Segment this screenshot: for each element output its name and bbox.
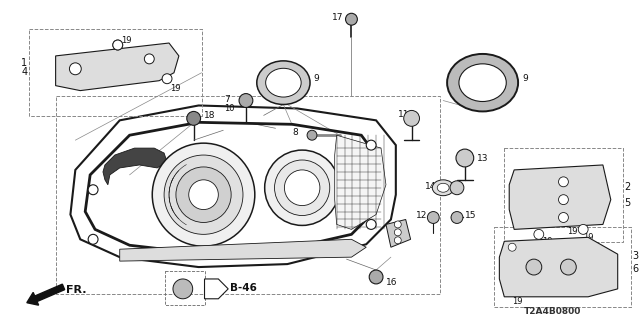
Circle shape	[394, 229, 401, 236]
Polygon shape	[509, 165, 611, 229]
Circle shape	[307, 130, 317, 140]
Text: 4: 4	[21, 67, 28, 77]
Polygon shape	[120, 239, 366, 261]
Text: 19: 19	[568, 228, 578, 236]
Text: 6: 6	[632, 264, 639, 274]
Text: 18: 18	[204, 111, 215, 120]
Circle shape	[456, 149, 474, 167]
Text: 2: 2	[625, 182, 631, 192]
Text: 19: 19	[170, 84, 180, 93]
Text: 8: 8	[292, 128, 298, 137]
Bar	[56, 96, 440, 294]
Circle shape	[275, 160, 330, 215]
Polygon shape	[103, 148, 167, 185]
Text: 7: 7	[224, 95, 230, 104]
Ellipse shape	[437, 183, 449, 192]
Circle shape	[394, 237, 401, 244]
Circle shape	[404, 110, 419, 126]
Text: 11: 11	[398, 110, 410, 119]
Circle shape	[508, 243, 516, 251]
Circle shape	[561, 259, 576, 275]
Text: 19: 19	[542, 237, 552, 246]
Text: 19: 19	[121, 36, 131, 45]
Polygon shape	[499, 237, 618, 297]
Circle shape	[451, 212, 463, 223]
Text: 13: 13	[477, 154, 488, 163]
Circle shape	[88, 185, 98, 195]
Ellipse shape	[447, 54, 518, 111]
Text: 3: 3	[632, 251, 639, 261]
Circle shape	[428, 212, 439, 223]
Polygon shape	[70, 106, 396, 267]
Circle shape	[239, 93, 253, 108]
Circle shape	[559, 212, 568, 222]
Circle shape	[559, 195, 568, 204]
Circle shape	[265, 150, 340, 225]
Circle shape	[187, 111, 200, 125]
Circle shape	[366, 140, 376, 150]
Ellipse shape	[459, 64, 506, 101]
Polygon shape	[386, 220, 411, 247]
Text: 16: 16	[386, 278, 397, 287]
Bar	[504, 148, 623, 242]
Circle shape	[579, 224, 588, 234]
Text: 15: 15	[465, 211, 476, 220]
Text: 19: 19	[512, 297, 523, 306]
Circle shape	[164, 155, 243, 234]
Text: 14: 14	[426, 182, 436, 191]
Text: 10: 10	[224, 105, 235, 114]
Circle shape	[559, 177, 568, 187]
Circle shape	[162, 74, 172, 84]
Text: 1: 1	[21, 58, 28, 68]
Bar	[495, 228, 630, 307]
Text: 19: 19	[583, 233, 594, 242]
Circle shape	[69, 63, 81, 75]
Bar	[29, 29, 202, 116]
Text: T2A4B0800: T2A4B0800	[524, 307, 581, 316]
Text: B-46: B-46	[230, 283, 257, 293]
Text: 17: 17	[332, 13, 343, 22]
Circle shape	[526, 259, 542, 275]
Text: 12: 12	[415, 211, 427, 220]
Circle shape	[366, 220, 376, 229]
Text: 5: 5	[625, 198, 631, 208]
Circle shape	[346, 13, 357, 25]
Circle shape	[145, 54, 154, 64]
Circle shape	[534, 229, 544, 239]
FancyArrow shape	[27, 284, 65, 305]
Text: 9: 9	[522, 74, 528, 83]
Circle shape	[173, 279, 193, 299]
Circle shape	[284, 170, 320, 206]
Ellipse shape	[432, 180, 454, 196]
Circle shape	[176, 167, 231, 222]
Circle shape	[113, 40, 123, 50]
Circle shape	[394, 221, 401, 228]
Text: FR.: FR.	[67, 285, 87, 295]
Ellipse shape	[257, 61, 310, 105]
Text: 9: 9	[313, 74, 319, 83]
Polygon shape	[205, 279, 228, 299]
Ellipse shape	[266, 68, 301, 97]
Circle shape	[88, 234, 98, 244]
Circle shape	[450, 181, 464, 195]
Circle shape	[152, 143, 255, 246]
Circle shape	[369, 270, 383, 284]
Circle shape	[189, 180, 218, 210]
Polygon shape	[56, 43, 179, 91]
Circle shape	[113, 40, 123, 50]
Bar	[165, 271, 205, 305]
Polygon shape	[335, 135, 386, 229]
